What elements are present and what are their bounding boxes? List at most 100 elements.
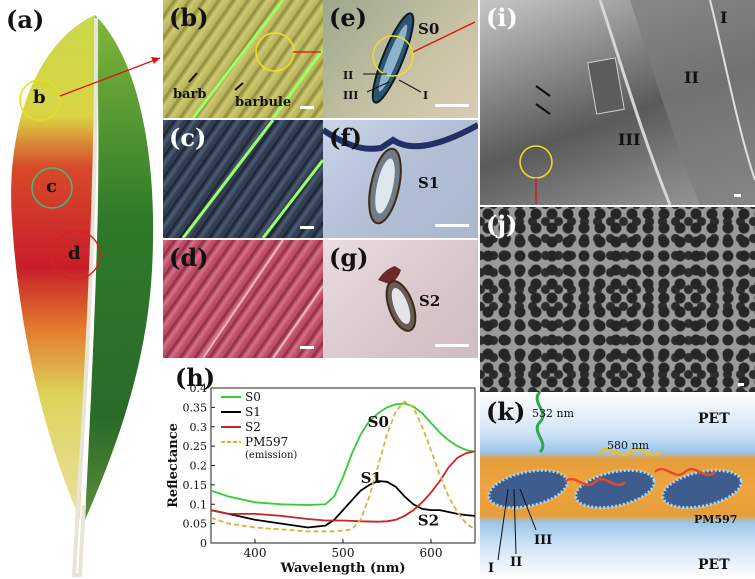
barb-schematic-1 [487,468,569,510]
barb-schematic-2 [574,468,656,510]
layer-label-III: III [343,89,359,102]
barbule-label: barbule [235,95,292,110]
barbule-dark [378,266,401,284]
curve-annotation-s2: S2 [418,512,439,530]
scale-bar-e [435,104,469,107]
excitation-label: 532 nm [532,407,575,420]
sample-label-f: S1 [418,174,440,192]
panel-c-overlay [181,120,323,238]
excitation-wave [535,392,545,454]
panel-label-i: (i) [486,3,518,32]
scale-bar-j [738,383,744,386]
scale-bar-f [435,224,469,227]
layer-label-I: I [488,561,495,576]
marker-circle-c [31,167,73,209]
layer-label-II: II [684,68,699,87]
panel-label-b: (b) [169,3,209,32]
marker-circle-i [519,145,553,179]
panel-label-d: (d) [169,243,209,272]
barbule-dark [323,122,478,152]
y-tick-label: 0.25 [183,440,208,453]
barb-line [181,120,275,238]
legend-label-pm597: PM597 [245,435,288,449]
sample-label-e: S0 [418,20,440,38]
y-tick-label: 0.3 [190,421,208,434]
arrow-e-to-i [412,21,476,53]
panel-f-cross-section: (f) S1 [323,120,478,238]
panel-label-e: (e) [329,3,367,32]
curve-annotation-s0: S0 [368,413,389,431]
y-tick-label: 0.4 [190,382,208,395]
series-line-s1 [210,480,476,529]
panel-g-overlay [378,266,417,332]
layer-boundary [598,0,672,205]
panel-d-micrograph: (d) [163,240,323,358]
panel-c-micrograph: (c) [163,120,323,238]
y-tick-label: 0.15 [183,479,208,492]
y-axis-label: Reflectance [166,423,181,508]
panel-f-overlay [323,122,478,225]
panel-i-overlay [519,0,755,205]
panel-label-f: (f) [329,123,363,152]
barb-line-2 [272,285,323,358]
barb-schematic-3 [661,468,743,510]
y-tick-label: 0.1 [190,498,208,511]
scale-bar-d [300,346,314,349]
arrow-a-to-b [59,57,161,97]
arrowhead-a-to-b [151,57,160,64]
chart-series [210,400,476,533]
chart-axes [210,387,476,544]
panel-g-cross-section: (g) S2 [323,240,478,358]
panel-e-overlay [363,12,476,104]
emission-label: 580 nm [607,439,650,452]
panel-label-j: (j) [486,210,518,239]
y-tick-label: 0.05 [183,518,208,531]
emission-wave-1 [564,477,626,487]
layer-boundary-2 [709,0,755,181]
barbule-pointer [234,82,244,91]
panel-label-k: (k) [486,397,526,426]
feather-right-vane [85,15,154,520]
panel-b-micrograph: (b) barb barbule [163,0,323,118]
pointer-II [513,488,517,555]
emission-wave-2 [654,467,716,477]
panel-h-reflectance-chart: 400 500 600 0 0.05 0.1 0.15 0.2 0.25 0.3 0.35 0.4 Wa… [163,358,480,579]
pointer-III [366,81,390,93]
marker-label-b: b [33,87,46,108]
emission-wave-3 [599,447,661,457]
panel-k-schematic: (k) PET PET PM597 532 nm 580 nm I II III [480,392,755,579]
legend-label-s1: S1 [245,405,261,419]
feature-pointer-2 [535,103,551,115]
barb-pointer [188,72,198,83]
barb-line [191,0,285,118]
x-tick-label: 600 [420,546,443,560]
panel-k-overlay [487,392,743,561]
barb-line [202,240,284,358]
layer-pet-top: PET [698,411,730,427]
marker-circle-e [372,35,414,77]
marker-label-c: c [46,176,57,197]
layer-label-III: III [618,130,641,149]
curve-annotation-s1: S1 [361,469,382,487]
sample-label-g: S2 [419,292,441,310]
feather-rachis [71,17,99,577]
feather-left-vane [11,15,98,520]
barb-label: barb [173,87,207,102]
marker-circle-d [51,230,101,280]
series-line-pm597 [210,400,476,533]
series-line-s0 [210,402,476,506]
panel-label-c: (c) [169,123,207,152]
layer-label-I: I [720,8,728,27]
y-tick-label: 0 [200,537,207,550]
feather-illustration [11,15,161,577]
panel-i-sem: (i) I II III [480,0,755,205]
layer-label-II: II [343,69,354,82]
layer-region [630,0,755,205]
marker-circle-b [19,79,61,121]
panel-label-g: (g) [329,243,369,272]
marker-label-d: d [68,243,81,264]
x-axis-label: Wavelength (nm) [280,561,406,576]
layer-pet-bottom: PET [698,557,730,573]
panel-j-sem-pores: (j) [480,207,755,392]
chart-labels: 400 500 600 0 0.05 0.1 0.15 0.2 0.25 0.3 0.35 0.4 Wa… [166,382,442,576]
